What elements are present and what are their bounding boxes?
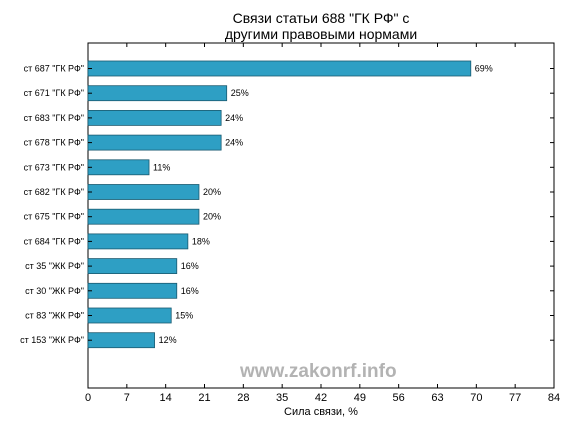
bar-value-label: 69%	[475, 64, 493, 74]
bar-value-label: 24%	[225, 138, 243, 148]
category-label: ст 83 "ЖК РФ"	[25, 311, 84, 321]
bar	[87, 60, 472, 77]
bar-value-label: 20%	[203, 212, 221, 222]
x-tick-label: 49	[354, 392, 366, 404]
bar-value-label: 15%	[175, 311, 193, 321]
x-tick-label: 77	[509, 392, 521, 404]
bar	[87, 110, 222, 126]
bar	[87, 233, 189, 250]
watermark: www.zakonrf.info	[240, 361, 397, 382]
bar-value-label: 24%	[225, 113, 243, 123]
bar	[87, 258, 178, 275]
x-tick-label: 28	[237, 392, 249, 404]
x-tick-label: 14	[160, 392, 172, 404]
category-label: ст 683 "ГК РФ"	[24, 113, 84, 123]
bar	[87, 282, 178, 299]
x-tick-label: 42	[315, 392, 327, 404]
x-tick-label: 7	[124, 392, 130, 404]
x-tick-label: 21	[198, 392, 210, 404]
x-tick-label: 84	[548, 392, 560, 404]
x-tick-label: 0	[85, 392, 91, 404]
bar-value-label: 11%	[153, 162, 170, 172]
category-label: ст 682 "ГК РФ"	[24, 187, 84, 197]
category-label: ст 687 "ГК РФ"	[24, 64, 84, 74]
category-label: ст 30 "ЖК РФ"	[25, 286, 84, 296]
bar	[87, 184, 200, 200]
bar	[87, 134, 222, 151]
chart-title-line-2: другими правовыми нормами	[224, 26, 418, 42]
category-label: ст 35 "ЖК РФ"	[25, 261, 84, 271]
x-tick-label: 35	[276, 392, 288, 404]
chart-title-line-1: Связи статьи 688 "ГК РФ" с	[232, 10, 410, 26]
bar	[87, 208, 200, 225]
x-axis-label: Сила связи, %	[284, 406, 358, 418]
x-tick-label: 63	[431, 392, 443, 404]
bar-value-label: 16%	[181, 261, 199, 271]
category-label: ст 678 "ГК РФ"	[24, 138, 84, 148]
category-label: ст 673 "ГК РФ"	[24, 162, 84, 172]
bar-value-label: 12%	[159, 335, 177, 345]
bar	[87, 85, 228, 102]
bar-value-label: 16%	[181, 286, 199, 296]
category-label: ст 684 "ГК РФ"	[24, 236, 84, 246]
bar-value-label: 18%	[192, 236, 210, 246]
category-label: ст 153 "ЖК РФ"	[20, 335, 84, 345]
bar-value-label: 20%	[203, 187, 221, 197]
bar	[87, 159, 150, 176]
x-tick-label: 56	[393, 392, 405, 404]
category-label: ст 671 "ГК РФ"	[24, 88, 84, 98]
x-tick-label: 70	[470, 392, 482, 404]
bar-value-label: 25%	[231, 88, 249, 98]
category-label: ст 675 "ГК РФ"	[24, 212, 84, 222]
bar	[87, 332, 155, 349]
bar	[87, 307, 172, 324]
